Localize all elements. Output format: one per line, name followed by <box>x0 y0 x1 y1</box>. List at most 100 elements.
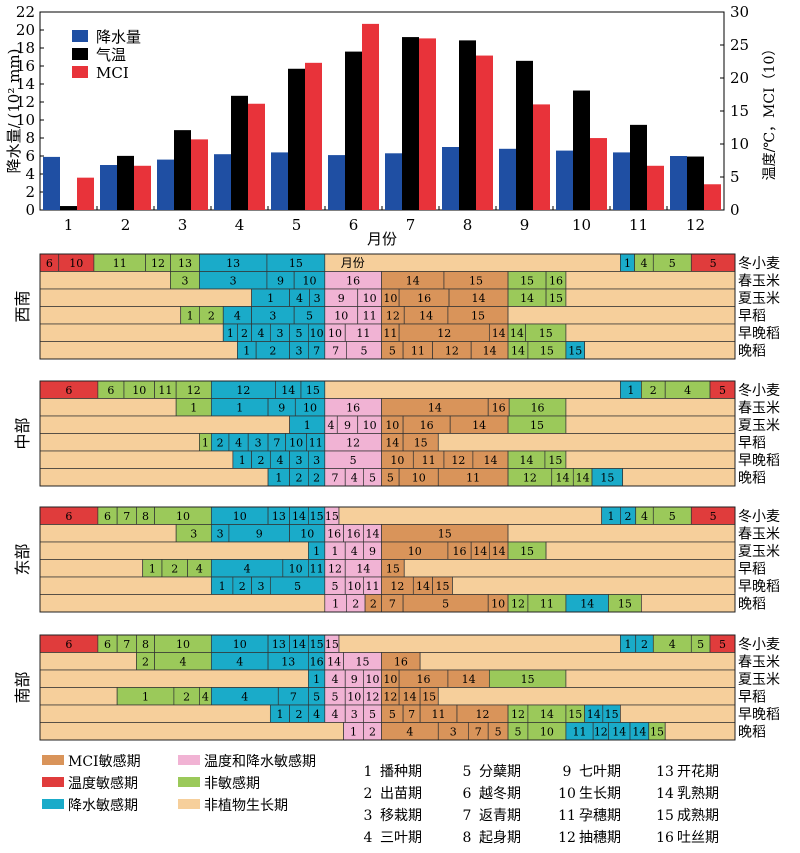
crop-label: 夏玉米 <box>738 544 780 560</box>
crop-label: 早晚稻 <box>738 326 780 342</box>
cell-label: 11 <box>466 472 480 485</box>
cell-label: 3 <box>269 310 276 323</box>
cell-label: 2 <box>650 384 657 397</box>
right-tick-label: 20 <box>730 69 749 87</box>
cell-label: 7 <box>290 691 297 704</box>
cell-label: 10 <box>289 437 303 450</box>
crop-label: 早晚稻 <box>738 707 780 723</box>
cell-label: 16 <box>327 528 341 541</box>
cell-label: 5 <box>387 472 394 485</box>
cell-label: 14 <box>492 327 506 340</box>
cell-label: 14 <box>556 472 570 485</box>
cell <box>39 652 137 671</box>
bar-0-7 <box>385 153 402 210</box>
cell <box>565 415 736 434</box>
cell-label: 5 <box>332 691 339 704</box>
stage-number: 3 <box>364 808 373 824</box>
cell-label: 9 <box>351 673 358 686</box>
cell-label: 3 <box>190 528 197 541</box>
cell-label: 2 <box>641 638 648 651</box>
stage-name: 成熟期 <box>677 808 719 824</box>
cell-label: 1 <box>625 638 632 651</box>
cell-label: 15 <box>548 454 562 467</box>
cell-label: 9 <box>338 292 345 305</box>
cell-label: 7 <box>123 638 130 651</box>
crop-label: 早晚稻 <box>738 453 780 469</box>
cell-label: 4 <box>313 708 320 721</box>
cell-label: 6 <box>104 638 111 651</box>
cell-label: 1 <box>332 598 339 611</box>
cell-label: 15 <box>310 638 324 651</box>
cell-label: 5 <box>389 708 396 721</box>
stage-name: 移栽期 <box>380 808 422 824</box>
cell-label: 15 <box>568 708 582 721</box>
cell-label: 12 <box>346 437 360 450</box>
cell-label: 12 <box>187 384 201 397</box>
region-frame <box>39 506 736 613</box>
crop-label: 冬小麦 <box>738 509 780 525</box>
cell-label: 7 <box>123 510 130 523</box>
bar-chart-bars <box>43 23 721 211</box>
cell-label: 1 <box>149 563 156 576</box>
x-tick-label: 7 <box>406 216 416 234</box>
stage-name: 开花期 <box>677 764 719 780</box>
cell-label: 14 <box>416 580 430 593</box>
cell <box>437 687 736 706</box>
cell-label: 12 <box>328 563 342 576</box>
cell-label: 5 <box>295 327 302 340</box>
cell-label: 10 <box>176 510 190 523</box>
cell-label: 15 <box>325 638 339 651</box>
crop-label: 春玉米 <box>738 527 780 543</box>
cell-label: 13 <box>272 638 286 651</box>
cell-label: 5 <box>369 708 376 721</box>
cell-label: 14 <box>462 673 476 686</box>
cell-label: 13 <box>226 257 240 270</box>
cell-label: 1 <box>304 419 311 432</box>
left-tick-label: 0 <box>25 201 35 219</box>
cell-label: 15 <box>568 345 582 358</box>
crop-label: 早稻 <box>738 562 766 578</box>
crop-label: 早晚稻 <box>738 579 780 595</box>
cell-label: 3 <box>295 454 302 467</box>
right-tick-label: 30 <box>730 3 749 21</box>
crop-label: 春玉米 <box>738 401 780 417</box>
cell-label: 15 <box>650 726 664 739</box>
cell <box>641 594 736 613</box>
cell-label: 6 <box>65 638 72 651</box>
x-tick-label: 10 <box>572 216 591 234</box>
cell-label: 10 <box>347 580 361 593</box>
crop-label: 春玉米 <box>738 274 780 290</box>
cell-label: 10 <box>69 257 83 270</box>
left-tick-label: 14 <box>16 75 35 93</box>
crop-label: 冬小麦 <box>738 383 780 399</box>
bar-2-11 <box>647 165 664 210</box>
legend-swatch-b <box>178 799 200 809</box>
cell-label: 4 <box>332 673 339 686</box>
cell-label: 12 <box>511 708 525 721</box>
cell-label: 4 <box>202 691 209 704</box>
cell-label: 10 <box>302 275 316 288</box>
left-tick-label: 6 <box>25 147 35 165</box>
x-tick-label: 4 <box>235 216 245 234</box>
cell-label: 11 <box>422 454 436 467</box>
cell-label: 5 <box>514 726 521 739</box>
left-tick-label: 22 <box>16 3 35 21</box>
cell-label: 14 <box>632 726 646 739</box>
cell-label: 5 <box>332 580 339 593</box>
cell-label: 1 <box>190 402 197 415</box>
cell-label: 10 <box>300 528 314 541</box>
cell-label: 4 <box>257 327 264 340</box>
cell-label: 5 <box>710 257 717 270</box>
cell-label: 5 <box>669 257 676 270</box>
cell-label: 1 <box>313 673 320 686</box>
legend-category-label: 非敏感期 <box>204 775 260 792</box>
stage-number: 9 <box>563 764 572 780</box>
x-tick-label: 5 <box>292 216 302 234</box>
cell-label: 4 <box>351 545 358 558</box>
cell <box>437 433 736 452</box>
cell-label: 10 <box>491 598 505 611</box>
cell-label: 11 <box>432 708 446 721</box>
bar-0-3 <box>157 159 174 210</box>
